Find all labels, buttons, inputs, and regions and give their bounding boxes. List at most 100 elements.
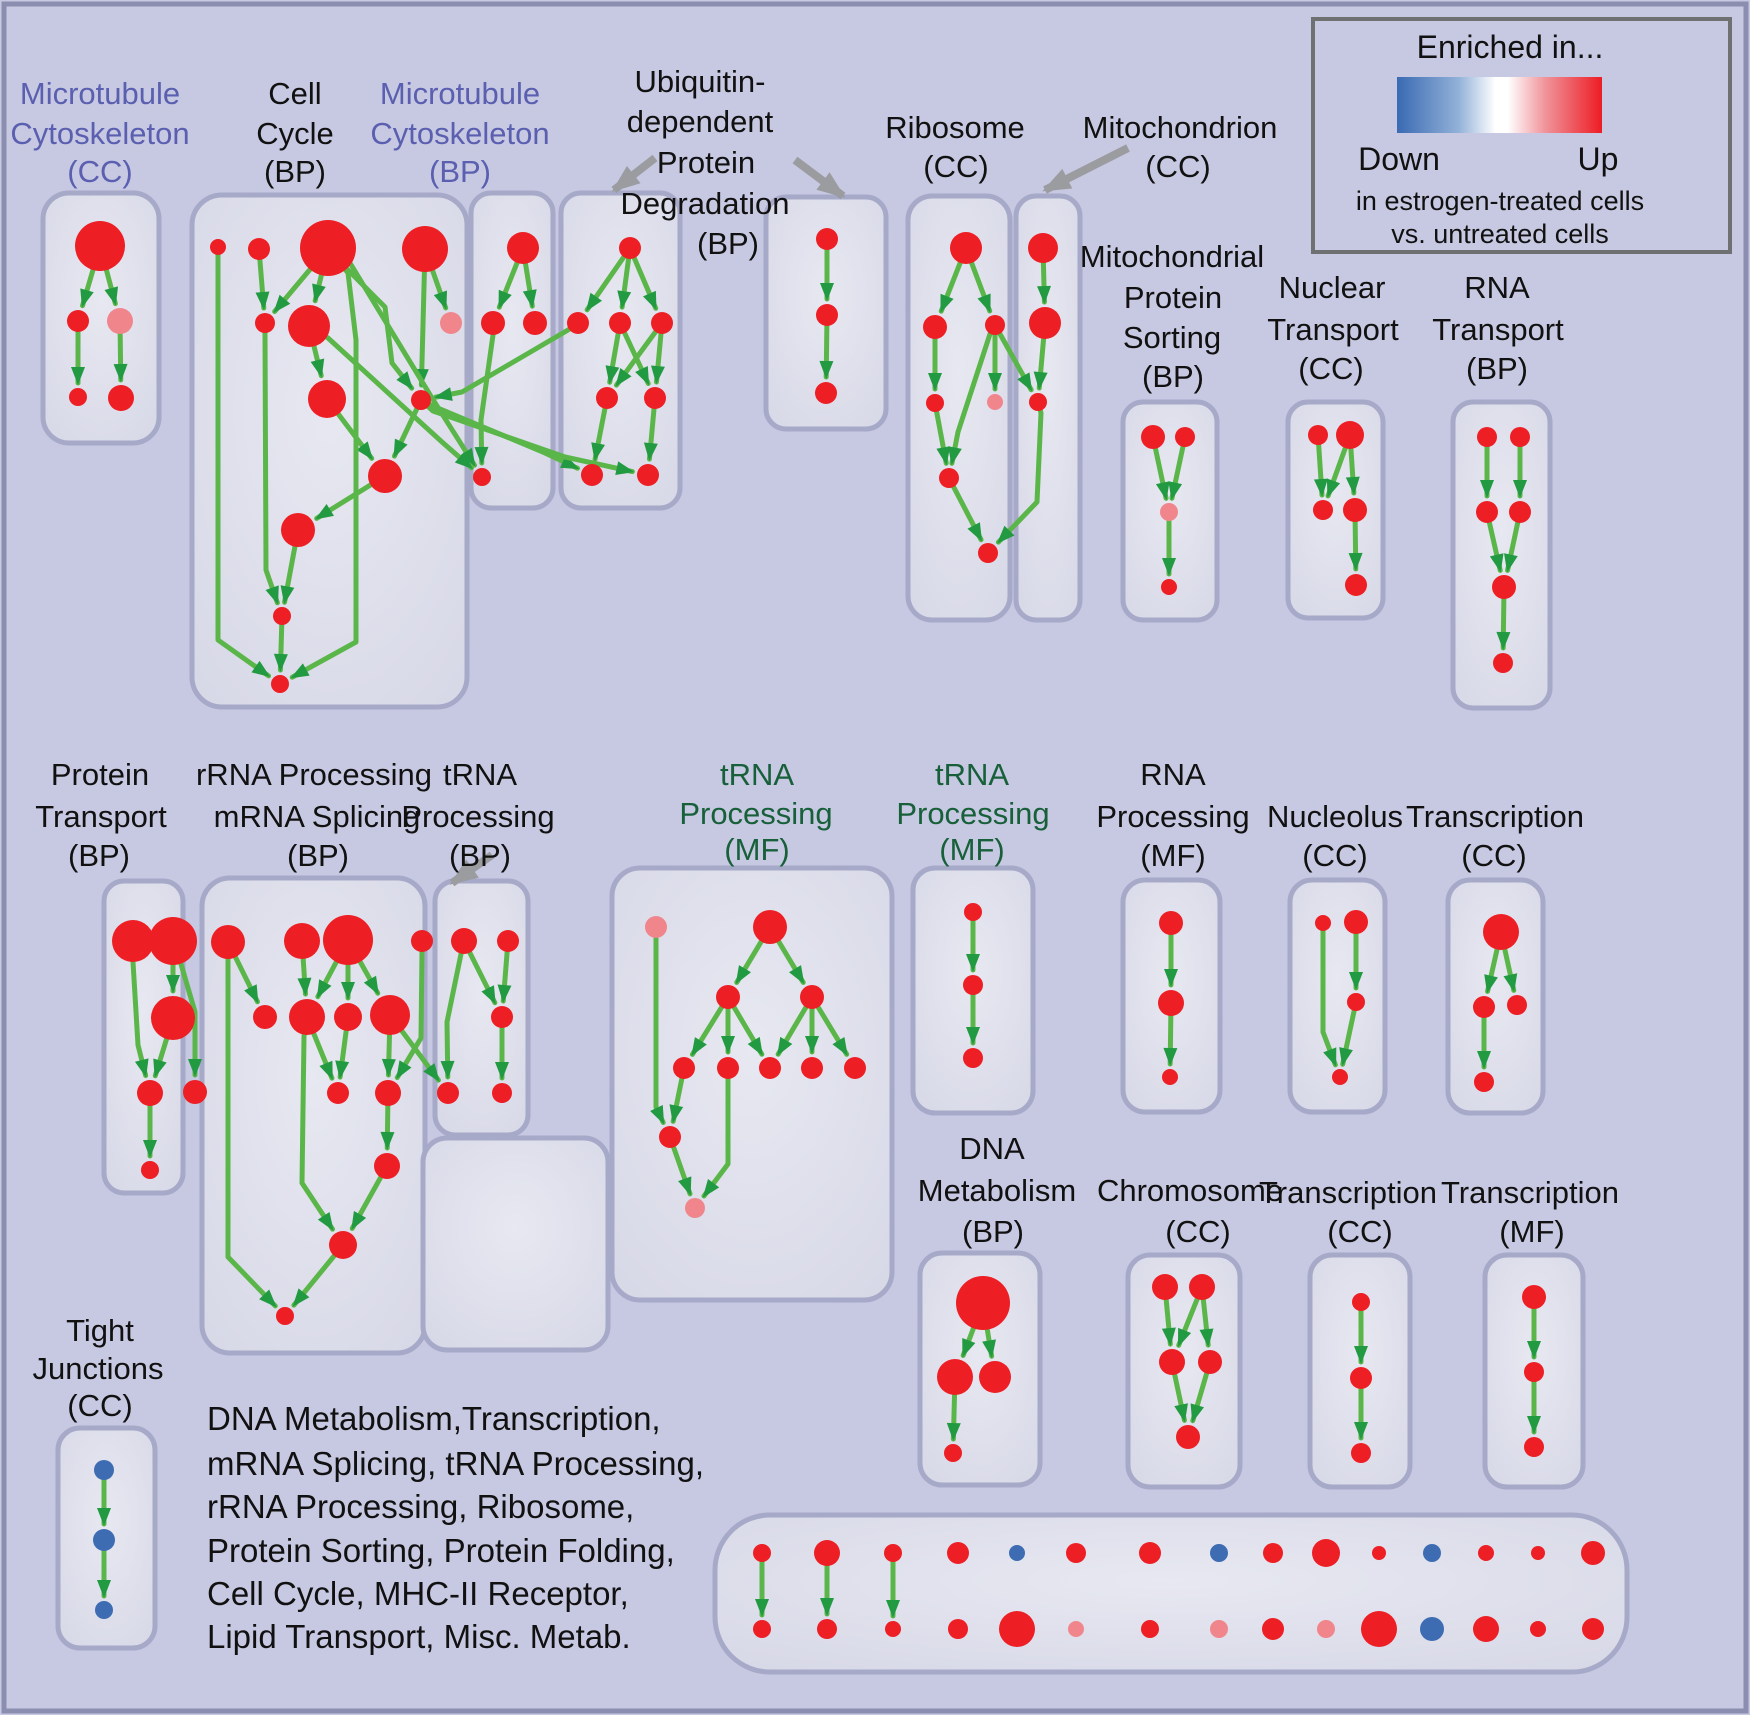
go-term-node	[944, 1444, 962, 1462]
go-term-node	[107, 308, 133, 334]
cluster-label-chromosome: Chromosome	[1097, 1173, 1283, 1208]
cluster-label-trna-mf-small: (MF)	[939, 832, 1004, 867]
cluster-label-mito-sorting: Mitochondrial	[1080, 239, 1264, 274]
go-term-node	[987, 394, 1003, 410]
cluster-label-ribosome-cc: Ribosome	[885, 110, 1025, 145]
go-term-node	[979, 1361, 1011, 1393]
cluster-label-nuclear-transport: Nuclear	[1279, 270, 1386, 305]
cluster-label-trna-mf-big: Processing	[679, 796, 832, 831]
go-term-node	[1347, 993, 1365, 1011]
go-term-node	[1351, 1443, 1371, 1463]
legend-down-label: Down	[1358, 141, 1440, 177]
go-term-node	[289, 999, 325, 1035]
go-term-node	[816, 228, 838, 250]
cluster-label-microtubule-cc: Cytoskeleton	[10, 116, 189, 151]
go-term-node	[137, 1080, 163, 1106]
go-term-node	[844, 1057, 866, 1079]
go-term-node	[1139, 1542, 1161, 1564]
go-term-node	[507, 232, 539, 264]
cluster-label-rna-transport: RNA	[1464, 270, 1530, 305]
go-term-node	[1068, 1621, 1084, 1637]
go-term-node	[885, 1621, 901, 1637]
go-term-node	[248, 238, 270, 260]
misc-clusters-text: mRNA Splicing, tRNA Processing,	[207, 1445, 704, 1482]
cluster-label-microtubule-bp: Microtubule	[380, 76, 540, 111]
cluster-label-tight-junctions: (CC)	[67, 1388, 132, 1423]
go-term-node	[497, 930, 519, 952]
go-term-node	[947, 1542, 969, 1564]
go-term-node	[1478, 1545, 1494, 1561]
cluster-label-ubiquitin-bp: (BP)	[697, 226, 759, 261]
cluster-label-microtubule-cc: (CC)	[67, 154, 132, 189]
go-term-node	[481, 311, 505, 335]
label-pointer-arrow	[792, 156, 846, 200]
go-term-node	[596, 387, 618, 409]
cluster-label-rrna-mrna: (BP)	[287, 838, 349, 873]
go-term-node	[716, 985, 740, 1009]
go-term-node	[1210, 1544, 1228, 1562]
go-term-node	[1345, 574, 1367, 596]
go-term-node	[334, 1003, 362, 1031]
legend-color-scale	[1397, 77, 1602, 133]
cluster-label-trna-bp: tRNA	[443, 757, 517, 792]
go-term-node	[211, 925, 245, 959]
go-term-node	[149, 917, 197, 965]
cluster-label-ribosome-cc: (CC)	[923, 149, 988, 184]
cluster-label-nucleolus: Nucleolus	[1267, 799, 1403, 834]
go-term-node	[323, 915, 373, 965]
go-term-node	[411, 930, 433, 952]
cluster-label-trna-mf-big: tRNA	[720, 757, 794, 792]
cluster-label-transcription-cc-3: Transcription	[1259, 1175, 1437, 1210]
go-term-node	[801, 1057, 823, 1079]
go-term-node	[1152, 1274, 1178, 1300]
go-term-node	[685, 1198, 705, 1218]
go-term-node	[1350, 1367, 1372, 1389]
go-term-node	[1028, 233, 1058, 263]
cluster-label-protein-transport: Transport	[35, 799, 167, 834]
go-term-node	[329, 1231, 357, 1259]
go-term-node	[1141, 425, 1165, 449]
go-term-node	[1159, 1349, 1185, 1375]
cluster-label-dna-met: DNA	[959, 1131, 1025, 1166]
go-term-node	[491, 1006, 513, 1028]
cluster-box-bottom-misc	[712, 1512, 1630, 1675]
edge-arrow	[391, 397, 424, 459]
go-term-node	[183, 1080, 207, 1104]
edge-arrow	[1168, 434, 1188, 501]
go-term-node	[411, 390, 431, 410]
edge-arrow	[584, 245, 633, 313]
go-term-node	[327, 1082, 349, 1104]
go-term-node	[1198, 1350, 1222, 1374]
go-term-node	[1582, 1618, 1604, 1640]
edge-arrow	[273, 613, 288, 673]
go-term-node	[964, 903, 982, 921]
cluster-label-rrna-mrna: mRNA Splicing	[214, 799, 421, 834]
misc-clusters-text: DNA Metabolism,Transcription,	[207, 1400, 661, 1437]
label-pointer-arrow	[449, 851, 495, 887]
cluster-label-mito-sorting: Sorting	[1123, 320, 1221, 355]
go-term-node	[1159, 911, 1183, 935]
cluster-label-ubiquitin-bp: Degradation	[621, 186, 790, 221]
go-term-node	[375, 1080, 401, 1106]
cluster-label-ubiquitin-bp: Protein	[657, 145, 755, 180]
cluster-label-protein-transport: Protein	[51, 757, 149, 792]
go-term-node	[985, 315, 1005, 335]
go-term-node	[402, 226, 448, 272]
cluster-label-tight-junctions: Tight	[66, 1313, 134, 1348]
go-term-node	[1315, 915, 1331, 931]
go-term-node	[67, 310, 89, 332]
cluster-label-tight-junctions: Junctions	[33, 1351, 164, 1386]
go-term-node	[271, 675, 289, 693]
go-term-node	[273, 607, 291, 625]
edge-arrow	[1339, 999, 1359, 1067]
go-term-node	[1507, 995, 1527, 1015]
go-term-node	[1344, 910, 1368, 934]
go-term-node	[659, 1126, 681, 1148]
go-term-node	[609, 312, 631, 334]
misc-clusters-text: Protein Sorting, Protein Folding,	[207, 1532, 675, 1569]
cluster-label-rrna-mrna: rRNA Processing	[196, 757, 432, 792]
go-term-node	[651, 312, 673, 334]
cluster-label-nuclear-transport: Transport	[1267, 312, 1399, 347]
